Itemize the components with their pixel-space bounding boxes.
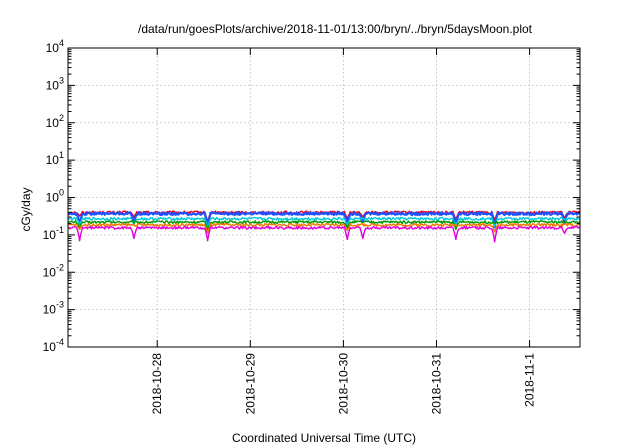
x-tick-label: 2018-10-28	[150, 353, 164, 415]
y-tick-label: 10-4	[43, 337, 64, 354]
y-tick-label: 100	[46, 188, 64, 205]
x-tick-label: 2018-10-30	[336, 353, 350, 415]
grid-layer	[68, 48, 580, 347]
y-tick-label: 104	[46, 38, 64, 55]
x-axis-label: Coordinated Universal Time (UTC)	[232, 431, 416, 445]
series-line	[67, 225, 581, 243]
x-tick-label: 2018-10-29	[243, 353, 257, 415]
y-tick-label: 10-1	[43, 225, 64, 242]
y-tick-label: 103	[46, 75, 64, 92]
series-layer	[67, 210, 581, 243]
chart-title: /data/run/goesPlots/archive/2018-11-01/1…	[138, 22, 533, 36]
x-tick-label: 2018-10-31	[429, 353, 443, 415]
x-tick-label: 2018-11-1	[523, 353, 537, 407]
y-tick-label: 102	[46, 113, 64, 130]
y-tick-label: 101	[46, 150, 64, 167]
series-line	[67, 220, 581, 232]
series-line	[67, 211, 581, 231]
y-tick-label: 10-3	[43, 300, 64, 317]
y-tick-label: 10-2	[43, 262, 64, 279]
tick-layer: 10-4 10-3 10-2 10-1 100 101 102 103 104 2018-10-2…	[43, 38, 580, 414]
y-axis-label: cGy/day	[19, 187, 33, 231]
series-line	[67, 222, 581, 235]
series-line	[67, 216, 581, 230]
